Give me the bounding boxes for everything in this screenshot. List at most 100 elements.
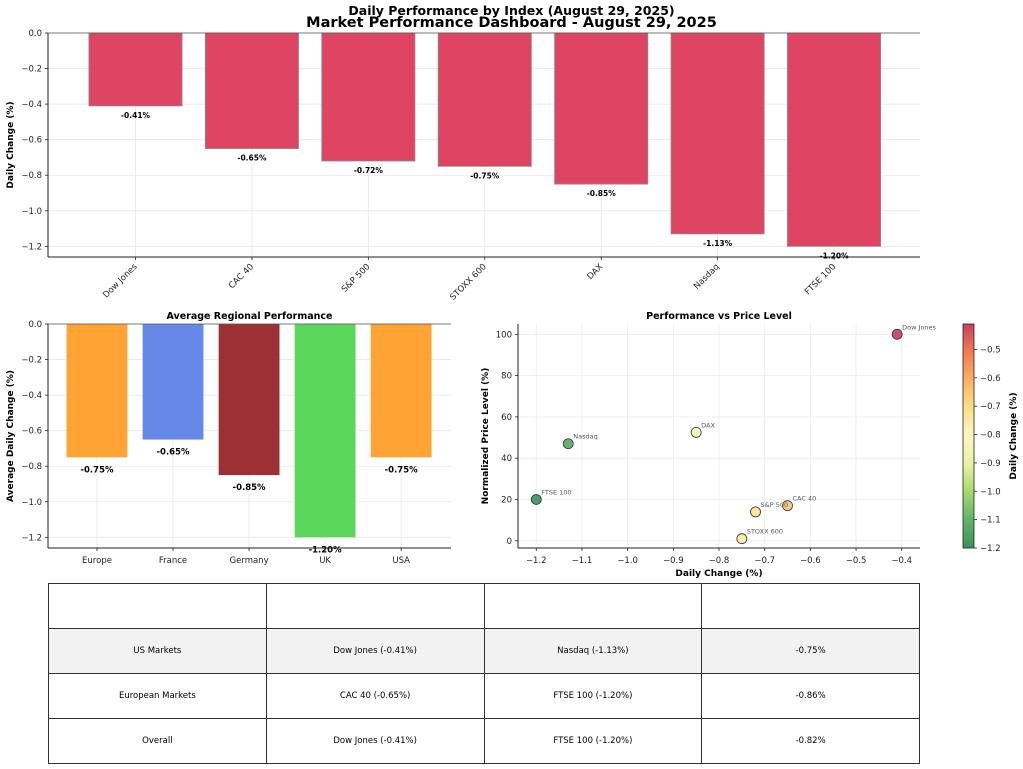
bar-germany [218,324,280,476]
x-tick-label: France [159,556,187,566]
colorbar-tick-label: −0.6 [980,374,1001,384]
y-axis-label: Normalized Price Level (%) [481,368,491,505]
table-header-cell [483,583,703,629]
y-tick-label: −1.0 [21,207,42,217]
colorbar-tick-label: −1.0 [980,487,1001,497]
x-tick-label: STOXX 600 [448,262,489,303]
x-tick-label: Nasdaq [692,262,722,292]
bar-value-label: -0.75% [470,171,500,180]
y-tick-label: −0.2 [21,356,42,366]
y-tick-label: −1.2 [21,533,42,543]
bar-value-label: -0.85% [233,483,266,493]
bar-value-label: -1.20% [819,251,849,260]
bar-nasdaq [670,32,765,235]
scatter-point-cac-40 [782,500,793,512]
scatter-point-label: DAX [701,421,715,429]
chart-title: Performance vs Price Level [646,311,792,322]
y-tick-label: 0.0 [28,320,42,330]
x-tick-label: −0.9 [663,556,684,566]
colorbar-label: Daily Change (%) [1009,392,1019,479]
scatter-point-label: Nasdaq [573,433,597,441]
x-tick-label: FTSE 100 [803,262,838,297]
bar-value-label: -1.13% [703,239,733,248]
scatter-point-stoxx-600 [736,533,748,545]
y-tick-label: −1.2 [21,242,42,252]
scatter-point-label: CAC 40 [793,495,817,503]
bar-usa [370,324,432,458]
bar-value-label: -0.72% [354,166,384,175]
y-tick-label: −1.0 [21,498,42,508]
table-header-cell [701,583,920,629]
scatter-point-label: STOXX 600 [747,528,783,536]
bar-dow-jones [88,32,183,107]
table-row: Overall Dow Jones (-0.41%) FTSE 100 (-1.… [48,718,920,764]
bar-value-label: -0.65% [157,448,190,458]
scatter-point-label: Dow Jones [902,323,936,331]
colorbar-tick-label: −1.1 [980,516,1001,526]
y-tick-label: 20 [501,495,512,505]
y-tick-label: 40 [501,454,512,464]
y-tick-label: −0.8 [21,462,42,472]
x-tick-label: Germany [230,556,269,566]
bar-value-label: -0.65% [237,154,267,163]
y-tick-label: −0.4 [21,391,42,401]
table-cell-best: Dow Jones (-0.41%) [265,718,485,764]
dashboard-charts: -0.41% -0.65% -0.72% -0.75% -0.85% -1.13% -1.2… [6,29,1019,579]
y-tick-label: 60 [501,413,512,423]
table-cell-region: US Markets [48,628,267,674]
table-row: European Markets CAC 40 (-0.65%) FTSE 10… [48,673,920,719]
bar-cac-40 [204,32,299,149]
table-header-row [48,583,920,629]
x-tick-label: −1.1 [572,556,593,566]
y-tick-label: 100 [496,330,512,340]
bar-ftse-100 [787,32,882,247]
x-tick-label: USA [392,556,410,566]
x-tick-label: −0.6 [800,556,821,566]
index-chart-title: Daily Performance by Index (August 29, 2… [348,3,675,18]
colorbar-tick-label: −0.8 [980,431,1001,441]
scatter-point-nasdaq [562,438,574,450]
bar-value-label: -0.85% [587,189,617,198]
table-cell-worst: FTSE 100 (-1.20%) [483,718,703,764]
y-tick-label: −0.4 [21,100,42,110]
x-tick-label: UK [319,556,331,566]
x-tick-label: −0.7 [754,556,775,566]
chart-title: Average Regional Performance [167,311,333,322]
scatter-point-s-p-500 [750,506,761,518]
bar-europe [66,324,128,458]
table-row: US Markets Dow Jones (-0.41%) Nasdaq (-1… [48,628,920,674]
table-cell-worst: Nasdaq (-1.13%) [483,628,703,674]
x-tick-label: −1.2 [526,556,547,566]
table-cell-region: European Markets [48,673,267,719]
bar-s-p-500 [321,32,416,162]
x-tick-label: DAX [585,262,605,282]
colorbar-tick-label: −1.2 [980,544,1001,554]
table-cell-best: Dow Jones (-0.41%) [265,628,485,674]
table-cell-average: -0.75% [701,628,920,674]
bar-dax [554,32,649,185]
colorbar-tick-label: −0.5 [980,346,1001,356]
table-header-cell [48,583,267,629]
table-cell-best: CAC 40 (-0.65%) [265,673,485,719]
y-tick-label: 0.0 [28,29,42,39]
scatter-point-dow-jones [891,328,903,340]
bar-value-label: -0.75% [385,465,418,475]
colorbar [962,323,975,549]
x-tick-label: −0.8 [709,556,730,566]
bar-uk [294,324,356,538]
bar-stoxx-600 [437,32,532,167]
x-tick-label: −0.5 [846,556,867,566]
summary-table: US Markets Dow Jones (-0.41%) Nasdaq (-1… [48,583,920,764]
scatter-point-ftse-100 [530,494,542,505]
y-tick-label: −0.6 [21,427,42,437]
x-tick-label: Dow Jones [101,262,140,301]
colorbar-tick-label: −0.7 [980,402,1001,412]
table-cell-average: -0.82% [701,718,920,764]
x-tick-label: −1.0 [617,556,638,566]
y-axis-label: Average Daily Change (%) [6,370,16,502]
x-tick-label: CAC 40 [227,262,256,291]
y-tick-label: 0 [507,537,512,547]
scatter-point-label: S&P 500 [761,501,789,509]
table-cell-region: Overall [48,718,267,764]
y-axis-label: Daily Change (%) [6,101,16,188]
